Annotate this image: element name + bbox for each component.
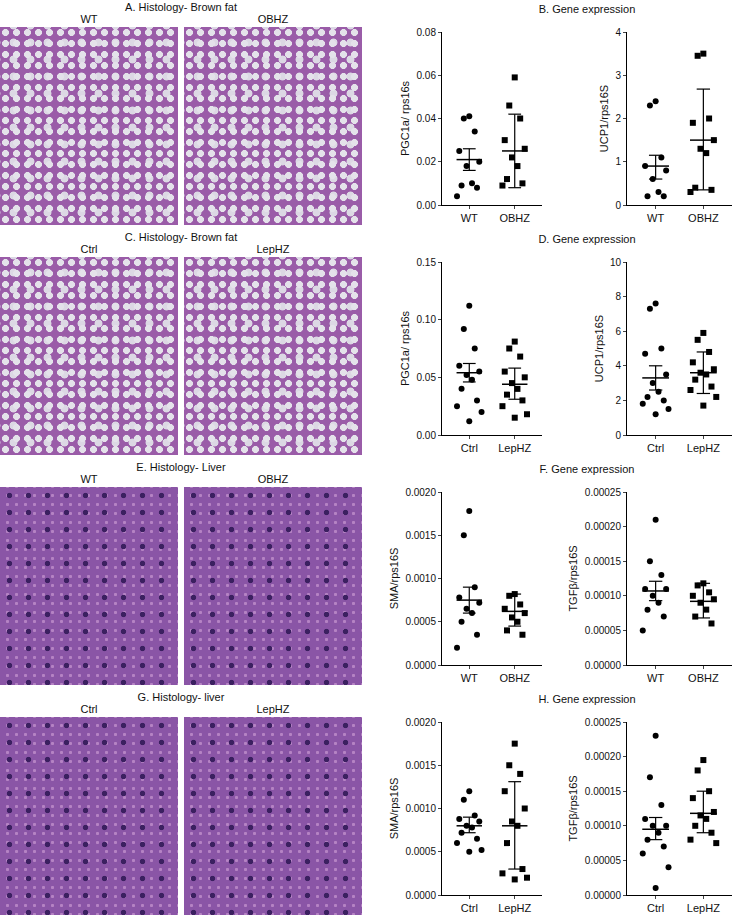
svg-text:OBHZ: OBHZ xyxy=(499,212,530,224)
svg-text:WT: WT xyxy=(647,212,664,224)
svg-text:0.00000: 0.00000 xyxy=(585,890,622,901)
html-text:WT: WT xyxy=(80,13,98,25)
svg-text:OBHZ: OBHZ xyxy=(688,672,719,684)
html-text:H. Gene expression: H. Gene expression xyxy=(538,693,636,705)
svg-text:Ctrl: Ctrl xyxy=(461,902,478,914)
svg-text:0.00000: 0.00000 xyxy=(585,660,622,671)
svg-text:0.04: 0.04 xyxy=(417,113,437,124)
svg-text:LepHZ: LepHZ xyxy=(498,442,531,454)
svg-text:Ctrl: Ctrl xyxy=(647,902,664,914)
svg-text:0.00025: 0.00025 xyxy=(585,717,622,728)
svg-text:2: 2 xyxy=(615,395,621,406)
svg-text:SMA/rps16S: SMA/rps16S xyxy=(388,778,400,840)
svg-text:WT: WT xyxy=(461,672,478,684)
html-text:B. Gene expression: B. Gene expression xyxy=(538,3,636,15)
svg-text:TGFβ/rps16S: TGFβ/rps16S xyxy=(567,775,579,841)
svg-text:PGC1a/ rps16s: PGC1a/ rps16s xyxy=(399,80,411,156)
svg-text:TGFβ/rps16S: TGFβ/rps16S xyxy=(567,545,579,611)
svg-text:0.00005: 0.00005 xyxy=(585,625,622,636)
svg-text:0.00025: 0.00025 xyxy=(585,487,622,498)
html-text:OBHZ: OBHZ xyxy=(257,13,289,25)
svg-text:0.05: 0.05 xyxy=(417,372,437,383)
html-text:WT: WT xyxy=(80,473,98,485)
svg-text:Ctrl: Ctrl xyxy=(647,442,664,454)
svg-text:PGC1a/ rps16s: PGC1a/ rps16s xyxy=(399,310,411,386)
svg-text:0.00010: 0.00010 xyxy=(585,820,622,831)
svg-text:4: 4 xyxy=(615,360,621,371)
svg-text:LepHZ: LepHZ xyxy=(498,902,531,914)
svg-text:6: 6 xyxy=(615,326,621,337)
svg-text:OBHZ: OBHZ xyxy=(499,672,530,684)
svg-text:0.10: 0.10 xyxy=(417,314,437,325)
html-text:E. Histology- Liver: E. Histology- Liver xyxy=(136,461,226,473)
svg-text:0.00005: 0.00005 xyxy=(585,855,622,866)
svg-text:0.0020: 0.0020 xyxy=(405,717,436,728)
svg-text:0.00020: 0.00020 xyxy=(585,521,622,532)
svg-text:0: 0 xyxy=(615,200,621,211)
svg-text:0.00: 0.00 xyxy=(417,200,437,211)
svg-text:0.0005: 0.0005 xyxy=(405,846,436,857)
svg-text:0.0015: 0.0015 xyxy=(405,760,436,771)
html-text:LepHZ: LepHZ xyxy=(256,703,290,715)
svg-text:0.06: 0.06 xyxy=(417,70,437,81)
svg-text:LepHZ: LepHZ xyxy=(687,902,720,914)
html-text:F. Gene expression: F. Gene expression xyxy=(539,463,635,475)
svg-text:OBHZ: OBHZ xyxy=(688,212,719,224)
svg-text:2: 2 xyxy=(615,113,621,124)
svg-text:0.00015: 0.00015 xyxy=(585,556,622,567)
svg-text:UCP1/rps16S: UCP1/rps16S xyxy=(598,85,610,152)
html-text:D. Gene expression: D. Gene expression xyxy=(538,233,636,245)
svg-text:0.0015: 0.0015 xyxy=(405,530,436,541)
html-text:Ctrl: Ctrl xyxy=(80,243,98,255)
svg-text:0.0010: 0.0010 xyxy=(405,573,436,584)
svg-text:0.02: 0.02 xyxy=(417,156,437,167)
svg-text:UCP1/rps16S: UCP1/rps16S xyxy=(593,315,605,382)
svg-text:0.00: 0.00 xyxy=(417,430,437,441)
svg-text:0.0000: 0.0000 xyxy=(405,660,436,671)
svg-text:0.0010: 0.0010 xyxy=(405,803,436,814)
svg-text:0.00020: 0.00020 xyxy=(585,751,622,762)
svg-text:SMA/rps16S: SMA/rps16S xyxy=(388,548,400,610)
svg-text:WT: WT xyxy=(647,672,664,684)
svg-text:3: 3 xyxy=(615,70,621,81)
html-text:OBHZ: OBHZ xyxy=(257,473,289,485)
svg-text:1: 1 xyxy=(615,156,621,167)
svg-text:0.0000: 0.0000 xyxy=(405,890,436,901)
svg-text:0.0005: 0.0005 xyxy=(405,616,436,627)
html-text:G. Histology- liver: G. Histology- liver xyxy=(137,691,225,703)
svg-text:LepHZ: LepHZ xyxy=(687,442,720,454)
svg-text:0: 0 xyxy=(615,430,621,441)
svg-text:WT: WT xyxy=(461,212,478,224)
svg-text:4: 4 xyxy=(615,27,621,38)
svg-text:Ctrl: Ctrl xyxy=(461,442,478,454)
html-text:Ctrl: Ctrl xyxy=(80,703,98,715)
html-text:A. Histology- Brown fat: A. Histology- Brown fat xyxy=(125,1,237,13)
svg-text:10: 10 xyxy=(610,257,622,268)
html-text:C. Histology- Brown fat: C. Histology- Brown fat xyxy=(124,231,238,243)
svg-text:0.00010: 0.00010 xyxy=(585,590,622,601)
svg-text:0.0020: 0.0020 xyxy=(405,487,436,498)
svg-text:0.00015: 0.00015 xyxy=(585,786,622,797)
svg-text:0.15: 0.15 xyxy=(417,257,437,268)
html-text:LepHZ: LepHZ xyxy=(256,243,290,255)
svg-text:0.08: 0.08 xyxy=(417,27,437,38)
svg-text:8: 8 xyxy=(615,291,621,302)
